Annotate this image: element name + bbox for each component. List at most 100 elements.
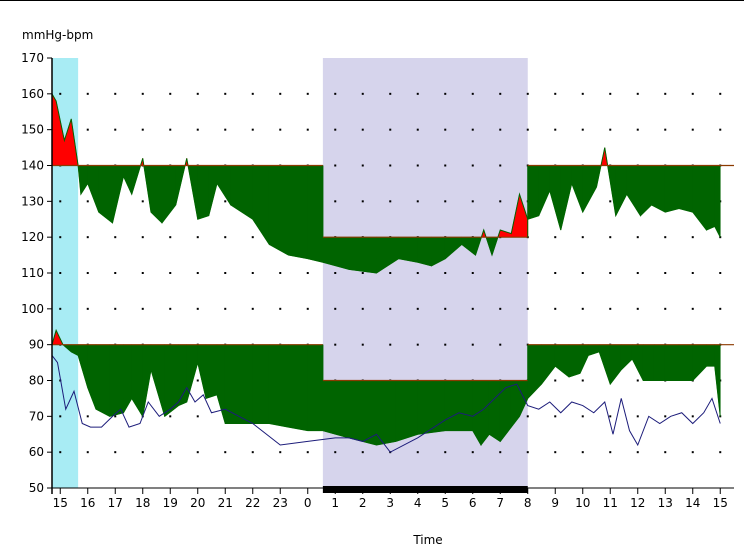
grid-dot (279, 307, 282, 310)
x-tick-label: 7 (496, 496, 504, 510)
grid-dot (361, 343, 364, 346)
grid-dot (196, 128, 199, 131)
grid-dot (609, 307, 612, 310)
diastolic-below-area (131, 344, 144, 418)
grid-dot (86, 200, 89, 203)
y-tick-label: 130 (21, 194, 44, 208)
grid-dot (224, 451, 227, 454)
x-tick-label: 4 (414, 496, 422, 510)
diastolic-below-area (252, 344, 270, 424)
grid-dot (664, 92, 667, 95)
grid-dot (691, 451, 694, 454)
grid-dot (86, 415, 89, 418)
grid-dot (554, 451, 557, 454)
grid-dot (581, 236, 584, 239)
grid-dot (196, 272, 199, 274)
grid-dot (691, 272, 694, 274)
x-tick-label: 20 (190, 496, 205, 510)
x-tick-label: 6 (469, 496, 477, 510)
y-tick-label: 60 (29, 445, 44, 459)
grid-dot (251, 451, 254, 454)
systolic-below-area (197, 165, 210, 220)
x-tick-label: 9 (551, 496, 559, 510)
grid-dot (636, 307, 639, 310)
diastolic-below-area (568, 344, 581, 378)
diastolic-below-area (458, 380, 474, 431)
grid-dot (416, 200, 419, 203)
grid-dot (471, 92, 474, 95)
grid-dot (169, 92, 172, 95)
systolic-below-area (268, 165, 289, 256)
diastolic-below-area (706, 344, 716, 367)
diastolic-below-area (692, 344, 707, 382)
grid-dot (169, 236, 172, 239)
grid-dot (389, 343, 392, 346)
grid-dot (471, 451, 474, 454)
grid-dot (719, 307, 722, 310)
grid-dot (59, 92, 62, 95)
grid-dot (499, 164, 502, 167)
grid-dot (196, 379, 199, 382)
y-unit-label: mmHg-bpm (22, 28, 93, 42)
diastolic-below-area (205, 344, 218, 399)
grid-dot (251, 92, 254, 95)
grid-dot (306, 307, 309, 310)
systolic-below-area (208, 165, 218, 216)
grid-dot (609, 272, 612, 274)
grid-dot (59, 451, 62, 454)
diastolic-below-area (376, 380, 397, 446)
diastolic-below-area (288, 344, 309, 432)
grid-dot (636, 415, 639, 418)
grid-dot (361, 92, 364, 95)
grid-dot (499, 307, 502, 310)
grid-dot (609, 128, 612, 131)
grid-dot (86, 128, 89, 131)
x-axis-title: Time (412, 533, 442, 547)
grid-dot (361, 128, 364, 131)
grid-dot (581, 379, 584, 382)
grid-dot (416, 343, 419, 346)
grid-dot (224, 307, 227, 310)
diastolic-below-area (322, 380, 350, 439)
grid-dot (224, 92, 227, 95)
y-tick-labels: 170 160 150 140 130 120 110 100 90 80 70 60 50 (21, 51, 52, 495)
grid-dot (389, 200, 392, 203)
grid-dot (609, 236, 612, 239)
systolic-below-area (714, 165, 721, 238)
grid-dot (251, 307, 254, 310)
grid-dot (361, 272, 364, 274)
diastolic-line (51, 328, 721, 446)
systolic-below-area (651, 165, 666, 213)
diastolic-below-area (268, 344, 289, 428)
diastolic-below-area (186, 344, 199, 403)
grid-dot (334, 92, 337, 95)
grid-dot (224, 200, 227, 203)
systolic-below-area (398, 236, 419, 263)
diastolic-below-area (348, 380, 377, 446)
diastolic-below-area (541, 344, 556, 385)
grid-dot (196, 307, 199, 310)
x-tick-label: 3 (386, 496, 394, 510)
grid-dot (719, 128, 722, 131)
grid-dot (306, 92, 309, 95)
x-tick-labels: 15 16 17 18 19 20 21 22 23 0 1 2 3 4 5 6 7 8 9 10 11 12 13 14 15 (53, 488, 728, 510)
grid-dot (389, 128, 392, 131)
grid-dot (664, 128, 667, 131)
grid-dot (636, 451, 639, 454)
grid-dot (444, 307, 447, 310)
diastolic-below-area (417, 380, 446, 435)
grid-dot (334, 164, 337, 167)
x-tick-label: 1 (331, 496, 339, 510)
grid-dot (581, 128, 584, 131)
y-tick-label: 120 (21, 230, 44, 244)
grid-dot (169, 272, 172, 274)
grid-dot (334, 451, 337, 454)
y-tick-label: 70 (29, 409, 44, 423)
diastolic-below-area (444, 380, 460, 431)
diastolic-below-area (307, 344, 324, 431)
grid-dot (416, 128, 419, 131)
grid-dot (444, 92, 447, 95)
grid-dot (609, 451, 612, 454)
grid-dot (664, 451, 667, 454)
